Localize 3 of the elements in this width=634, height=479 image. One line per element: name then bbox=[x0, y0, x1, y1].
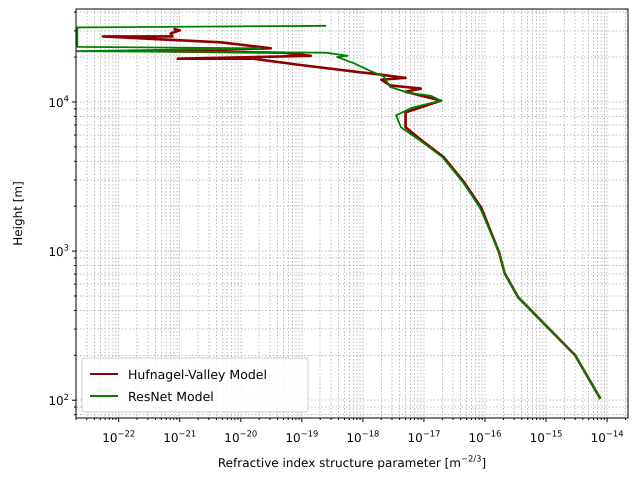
legend-label: ResNet Model bbox=[128, 389, 214, 404]
legend-label: Hufnagel-Valley Model bbox=[128, 367, 267, 382]
y-axis-title: Height [m] bbox=[11, 181, 25, 246]
